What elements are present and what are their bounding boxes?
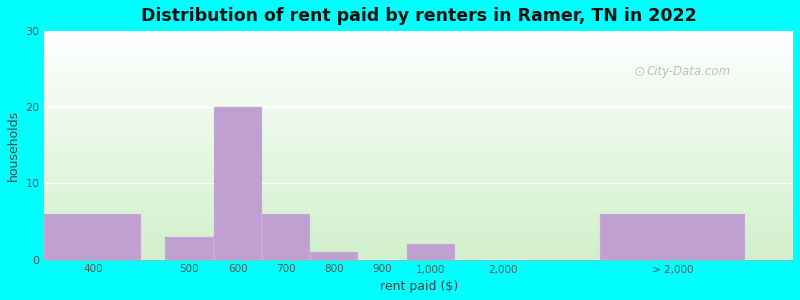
- Title: Distribution of rent paid by renters in Ramer, TN in 2022: Distribution of rent paid by renters in …: [141, 7, 697, 25]
- Y-axis label: households: households: [7, 110, 20, 181]
- Bar: [600, 214, 745, 260]
- Text: City-Data.com: City-Data.com: [646, 65, 730, 78]
- Bar: [310, 252, 358, 260]
- Text: ⊙: ⊙: [634, 65, 646, 79]
- X-axis label: rent paid ($): rent paid ($): [380, 280, 458, 293]
- Bar: [262, 214, 310, 260]
- Bar: [166, 237, 214, 260]
- Bar: [214, 107, 262, 260]
- Bar: [406, 244, 455, 260]
- Bar: [45, 214, 141, 260]
